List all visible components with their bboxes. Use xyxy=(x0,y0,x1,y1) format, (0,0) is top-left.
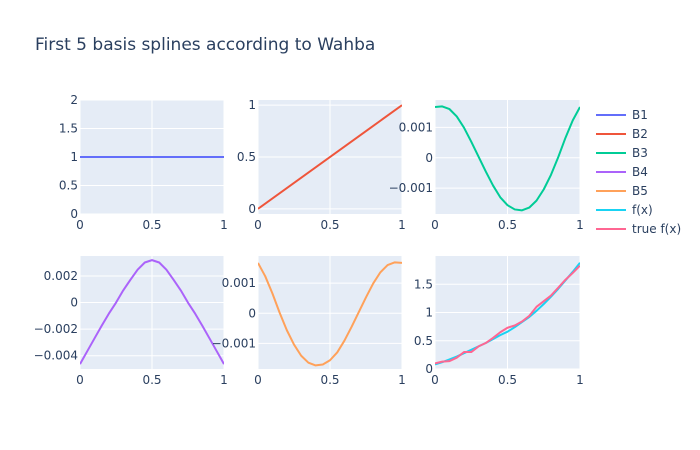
x-tick-label: 1 xyxy=(398,218,406,232)
y-tick-label: −0.002 xyxy=(34,322,78,336)
legend-label: B2 xyxy=(632,127,648,141)
chart-title: First 5 basis splines according to Wahba xyxy=(35,35,375,55)
y-tick-label: 2 xyxy=(70,93,78,107)
y-tick-label: 0.5 xyxy=(59,179,78,193)
legend-item[interactable]: f(x) xyxy=(596,203,653,217)
x-tick-label: 1 xyxy=(398,373,406,387)
y-tick-label: −0.001 xyxy=(389,181,433,195)
x-tick-label: 0.5 xyxy=(142,373,161,387)
y-tick-label: 0 xyxy=(248,202,256,216)
x-tick-label: 0 xyxy=(431,373,439,387)
x-tick-label: 0 xyxy=(431,218,439,232)
legend-item[interactable]: true f(x) xyxy=(596,222,681,236)
y-tick-label: 1 xyxy=(70,150,78,164)
x-tick-label: 0 xyxy=(76,218,84,232)
x-tick-label: 0.5 xyxy=(498,218,517,232)
x-tick-label: 1 xyxy=(220,373,228,387)
series-line-b4[interactable] xyxy=(80,259,224,365)
x-tick-label: 1 xyxy=(576,373,584,387)
y-tick-label: −0.004 xyxy=(34,349,78,363)
y-tick-label: 1.5 xyxy=(59,122,78,136)
y-tick-label: 0 xyxy=(425,151,433,165)
x-tick-label: 0 xyxy=(76,373,84,387)
series-line-true-f-x-[interactable] xyxy=(435,264,580,365)
x-tick-label: 0.5 xyxy=(142,218,161,232)
y-tick-label: 1.5 xyxy=(414,277,433,291)
legend-item[interactable]: B3 xyxy=(596,146,648,160)
x-tick-label: 0.5 xyxy=(320,218,339,232)
subplot-panel: 0 0.5 1 0 0.5 1 xyxy=(237,98,406,232)
legend-item[interactable]: B2 xyxy=(596,127,648,141)
series-line-b2[interactable] xyxy=(258,104,402,210)
y-tick-label: 1 xyxy=(425,306,433,320)
series-line-b5[interactable] xyxy=(258,261,402,367)
x-tick-label: 1 xyxy=(576,218,584,232)
y-tick-label: 0.5 xyxy=(237,150,256,164)
y-tick-label: 0 xyxy=(425,362,433,376)
legend-item[interactable]: B5 xyxy=(596,184,648,198)
subplot-panel: 0 0.5 1 −0.001 0 0.001 xyxy=(389,100,584,232)
y-tick-label: 0 xyxy=(70,207,78,221)
y-tick-label: 0.5 xyxy=(414,334,433,348)
y-tick-label: 1 xyxy=(248,98,256,112)
legend-label: B5 xyxy=(632,184,648,198)
y-tick-label: −0.001 xyxy=(212,336,256,350)
subplot-panel: 0 0.5 1 −0.004 −0.002 0 0.002 xyxy=(34,256,228,387)
legend-label: B1 xyxy=(632,108,648,122)
subplot-panel: 0 0.5 1 0 0.5 1 1.5 xyxy=(414,256,584,387)
y-tick-label: 0.002 xyxy=(44,269,78,283)
y-tick-label: 0.001 xyxy=(399,120,433,134)
series-line-b3[interactable] xyxy=(435,105,580,212)
legend-label: B3 xyxy=(632,146,648,160)
subplot-panels: 0 0.5 1 0 0.5 1 1.5 2 0 0.5 1 0 0.5 1 0 0.5 1 −0.001 0 0.00… xyxy=(34,93,584,387)
subplot-panel: 0 0.5 1 0 0.5 1 1.5 2 xyxy=(59,93,228,232)
x-tick-label: 0 xyxy=(254,373,262,387)
x-tick-label: 0 xyxy=(254,218,262,232)
x-tick-label: 0.5 xyxy=(498,373,517,387)
x-tick-label: 1 xyxy=(220,218,228,232)
y-tick-label: 0 xyxy=(248,306,256,320)
legend-item[interactable]: B4 xyxy=(596,165,648,179)
legend-label: true f(x) xyxy=(632,222,681,236)
legend-item[interactable]: B1 xyxy=(596,108,648,122)
legend-label: f(x) xyxy=(632,203,653,217)
legend-label: B4 xyxy=(632,165,648,179)
y-tick-label: 0 xyxy=(70,296,78,310)
x-tick-label: 0.5 xyxy=(320,373,339,387)
y-tick-label: 0.001 xyxy=(222,276,256,290)
legend[interactable]: B1 B2 B3 B4 B5 f(x) true f(x) xyxy=(596,108,681,236)
subplot-panel: 0 0.5 1 −0.001 0 0.001 xyxy=(212,256,406,387)
